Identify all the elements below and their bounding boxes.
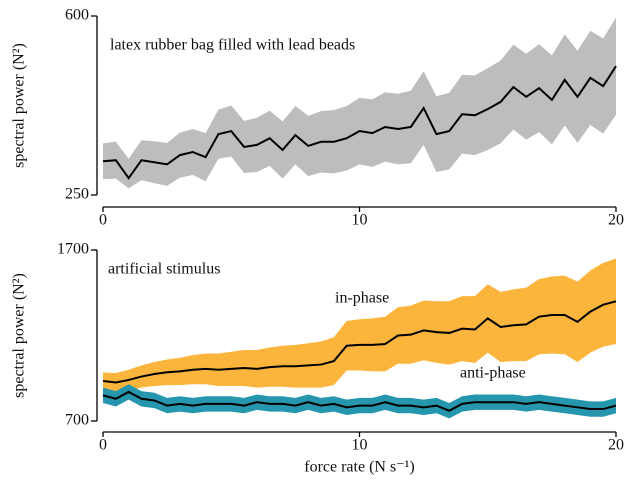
series-label: in-phase (335, 290, 389, 307)
x-tick-label: 20 (608, 212, 624, 229)
line (102, 390, 617, 412)
y-axis-label: spectral power (N²) (11, 43, 28, 168)
x-tick-label: 0 (99, 212, 107, 229)
y-tick-label: 700 (65, 412, 89, 429)
line (102, 65, 617, 180)
y-tick-label: 600 (65, 7, 89, 24)
annotation: latex rubber bag filled with lead beads (110, 37, 355, 54)
band (103, 17, 616, 189)
y-tick-label: 250 (65, 186, 89, 203)
band (103, 384, 616, 419)
y-axis-label: spectral power (N²) (11, 273, 28, 398)
line (102, 300, 617, 384)
x-tick-label: 20 (608, 437, 624, 454)
y-tick-label: 1700 (57, 241, 89, 258)
annotation: artificial stimulus (108, 261, 220, 278)
x-tick-label: 10 (352, 437, 368, 454)
band (103, 258, 616, 392)
x-axis-label: force rate (N s⁻¹) (304, 459, 415, 476)
x-tick-label: 0 (99, 437, 107, 454)
series-label: anti-phase (460, 365, 526, 382)
x-tick-label: 10 (352, 212, 368, 229)
